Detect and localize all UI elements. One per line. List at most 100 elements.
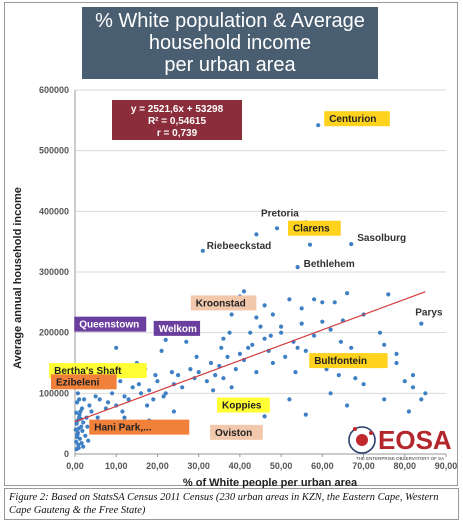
data-point [95, 415, 100, 420]
data-point [320, 319, 325, 324]
data-point [258, 324, 263, 329]
point-label: Centurion [329, 114, 376, 125]
regression-line: R² = 0,54615 [148, 116, 207, 127]
data-point [114, 345, 119, 350]
data-point [155, 379, 160, 384]
data-point [138, 391, 144, 396]
data-point [75, 432, 80, 437]
data-point [85, 424, 90, 429]
data-point [274, 226, 280, 231]
x-tick-label: 40,00 [229, 461, 252, 471]
data-point [254, 370, 259, 375]
data-point [171, 409, 176, 414]
data-point [79, 441, 84, 446]
data-point [349, 242, 354, 247]
data-point [120, 409, 125, 414]
data-point [73, 427, 78, 432]
data-point [219, 345, 224, 350]
data-point [194, 354, 199, 359]
data-point [254, 315, 259, 320]
label-box [51, 374, 117, 390]
data-point [270, 312, 275, 317]
data-point [410, 385, 416, 390]
data-point [159, 348, 164, 353]
data-point [283, 354, 288, 359]
data-point [299, 306, 304, 311]
data-point [386, 292, 391, 297]
data-point [279, 324, 284, 329]
data-point [295, 345, 300, 350]
regression-line: y = 2521,6x + 53298 [131, 104, 224, 115]
x-tick-label: 90,00 [435, 461, 458, 471]
x-tick-label: 10,00 [105, 461, 128, 471]
label-box [309, 353, 388, 369]
data-point [345, 291, 350, 296]
data-point [241, 289, 247, 294]
data-point [200, 248, 205, 253]
data-point [316, 123, 321, 128]
point-label: Bethlehem [304, 259, 355, 270]
data-point [287, 397, 292, 402]
data-point [419, 397, 424, 402]
data-point [353, 376, 358, 381]
logo-dot [356, 434, 368, 446]
data-point [328, 327, 333, 332]
data-point [345, 403, 350, 408]
data-point [161, 394, 166, 399]
data-point [250, 342, 255, 347]
data-point [196, 370, 201, 375]
data-point [153, 373, 158, 378]
point-label: Clarens [293, 224, 330, 235]
data-point [208, 360, 214, 366]
title-line: household income [148, 32, 312, 54]
data-point [145, 403, 150, 408]
data-point [221, 336, 226, 341]
y-axis-label: Average annual household income [12, 187, 24, 369]
x-tick-label: 80,00 [394, 461, 417, 471]
data-point [394, 351, 399, 356]
data-point [105, 400, 111, 405]
data-point [419, 321, 424, 326]
x-tick-label: 60,00 [311, 461, 334, 471]
axes: 0 100000 200000 300000 400000 500000 600000 0,0… [39, 85, 457, 471]
data-point [382, 342, 387, 347]
label-box [190, 295, 257, 311]
y-tick-label: 200000 [39, 328, 69, 338]
data-point [217, 363, 222, 369]
data-point [75, 391, 80, 396]
x-tick-label: 30,00 [187, 461, 210, 471]
data-point [77, 436, 82, 441]
data-point [213, 373, 218, 378]
data-point [151, 397, 156, 402]
logo-dot [353, 427, 357, 431]
data-point [295, 265, 300, 270]
gridlines [75, 89, 446, 394]
data-point [87, 403, 92, 408]
data-point [86, 438, 91, 443]
data-point [136, 382, 141, 387]
logo-tagline: THE ENTERPRISE OBSERVATORY OF SA [356, 456, 444, 461]
point-label: Bertha's Shaft [54, 366, 122, 377]
data-point [336, 373, 341, 378]
data-point [338, 339, 343, 344]
data-point [74, 410, 79, 415]
point-label: Ezibeleni [56, 377, 100, 388]
label-box [324, 111, 390, 127]
data-point [130, 385, 135, 390]
data-point [233, 367, 238, 372]
y-tick-label: 500000 [39, 146, 69, 156]
figure-caption: Figure 2: Based on StatsSA Census 2011 C… [4, 488, 459, 520]
data-point [402, 379, 407, 384]
regression-line: r = 0,739 [157, 128, 198, 139]
data-point [229, 385, 234, 390]
data-point [262, 414, 267, 419]
point-label: Oviston [215, 428, 252, 439]
data-point [163, 337, 168, 342]
data-point [97, 397, 102, 402]
data-point [93, 394, 98, 399]
x-axis-label: % of White people per urban area [183, 477, 358, 489]
point-label: Koppies [222, 401, 262, 412]
data-point [312, 297, 317, 302]
data-point [382, 397, 387, 402]
